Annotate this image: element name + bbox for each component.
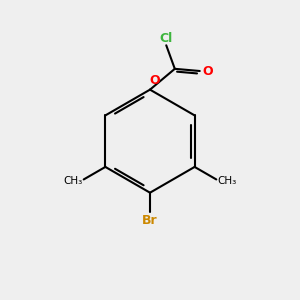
Text: O: O bbox=[203, 64, 213, 77]
Text: CH₃: CH₃ bbox=[63, 176, 82, 186]
Text: Cl: Cl bbox=[160, 32, 173, 45]
Text: CH₃: CH₃ bbox=[218, 176, 237, 186]
Text: Br: Br bbox=[142, 214, 158, 226]
Text: O: O bbox=[149, 74, 160, 87]
